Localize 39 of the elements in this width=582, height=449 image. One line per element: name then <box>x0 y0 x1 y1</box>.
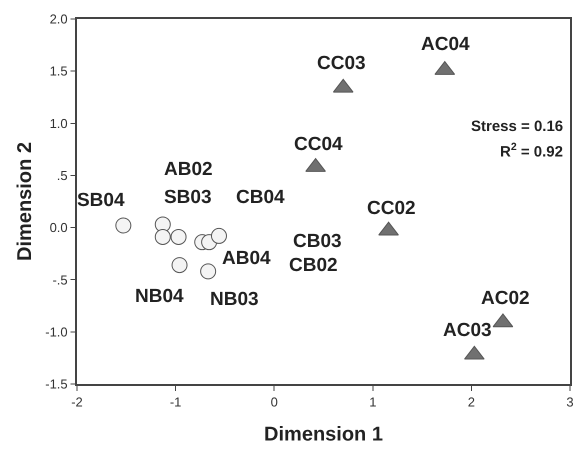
y-tick-label: 1.5 <box>50 64 68 79</box>
annotation: AC04 <box>421 34 470 55</box>
annotation: Stress = 0.16 <box>471 118 564 135</box>
annotation: SB04 <box>77 190 125 211</box>
point <box>200 263 216 280</box>
annotation: SB03 <box>164 187 212 208</box>
y-tick-label: -.5 <box>52 272 68 288</box>
annotation: NB04 <box>135 286 184 307</box>
annotation: AC03 <box>443 320 492 341</box>
y-tick-label: 0.0 <box>50 220 68 236</box>
annotation: NB03 <box>210 289 259 310</box>
annotation: CB02 <box>289 255 338 276</box>
annotation: CC02 <box>367 198 416 219</box>
annotation: CC03 <box>317 53 366 74</box>
y-tick-label: .5 <box>56 168 68 183</box>
y-tick-label: -1.0 <box>45 324 68 340</box>
y-tick-label: 2.0 <box>50 12 68 27</box>
x-axis-title: Dimension 1 <box>264 423 383 446</box>
annotation: AC02 <box>481 288 530 309</box>
annotation: CB04 <box>236 187 286 208</box>
point <box>115 217 132 234</box>
x-tick-label: 0 <box>270 394 278 410</box>
x-tick-label: 2 <box>468 394 476 410</box>
annotation: AB02 <box>164 159 213 180</box>
annotation: CC04 <box>294 134 344 155</box>
x-tick-label: 1 <box>369 394 376 410</box>
point <box>170 228 187 245</box>
annotation: R$^{2}$ = 0.92 <box>500 141 563 160</box>
point <box>210 228 227 244</box>
y-tick-label: -1.5 <box>45 376 68 392</box>
point <box>154 228 171 245</box>
x-tick-label: -2 <box>71 394 83 410</box>
x-tick-label: -1 <box>170 394 182 410</box>
point <box>172 257 188 274</box>
y-tick-label: 1.0 <box>50 116 68 131</box>
annotation: CB03 <box>293 231 342 252</box>
annotation: AB04 <box>222 248 272 269</box>
x-tick-label: 3 <box>566 394 574 410</box>
y-axis-title: Dimension 2 <box>14 142 36 261</box>
